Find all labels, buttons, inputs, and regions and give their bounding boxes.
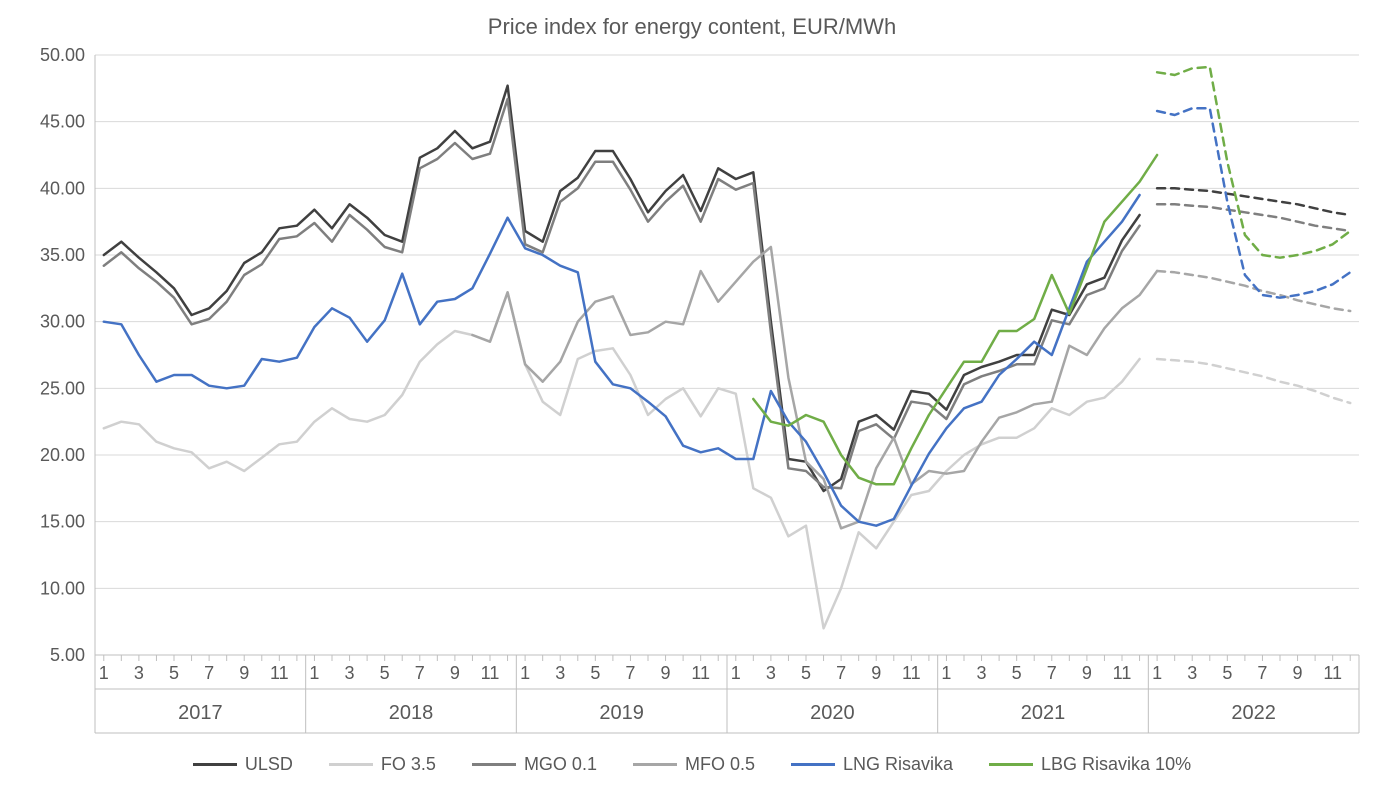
legend-swatch	[791, 763, 835, 766]
x-month-label: 11	[1323, 663, 1342, 683]
series-line-forecast	[1157, 359, 1350, 403]
legend-swatch	[989, 763, 1033, 766]
x-month-label: 5	[169, 663, 179, 683]
x-year-label: 2018	[389, 702, 434, 724]
x-month-label: 11	[1113, 663, 1132, 683]
legend-swatch	[472, 763, 516, 766]
x-month-label: 7	[625, 663, 635, 683]
x-month-label: 9	[239, 663, 249, 683]
x-year-label: 2021	[1021, 702, 1066, 724]
x-month-label: 5	[801, 663, 811, 683]
chart-title: Price index for energy content, EUR/MWh	[0, 0, 1384, 40]
x-month-label: 1	[309, 663, 319, 683]
x-month-label: 11	[691, 663, 710, 683]
x-month-label: 5	[590, 663, 600, 683]
legend-item: LNG Risavika	[791, 754, 953, 775]
x-month-label: 9	[1082, 663, 1092, 683]
series-line-forecast	[1157, 67, 1350, 258]
legend-label: MGO 0.1	[524, 754, 597, 775]
chart-svg: 5.00 10.00 15.00 20.00 25.00 30.00 35.00 40.00 4…	[0, 40, 1384, 750]
legend-label: LNG Risavika	[843, 754, 953, 775]
legend: ULSD FO 3.5 MGO 0.1 MFO 0.5 LNG Risavika LBG …	[0, 754, 1384, 775]
series-line	[104, 292, 1140, 628]
x-month-label: 7	[204, 663, 214, 683]
x-month-label: 1	[731, 663, 741, 683]
legend-item: MFO 0.5	[633, 754, 755, 775]
legend-label: ULSD	[245, 754, 293, 775]
x-month-label: 7	[415, 663, 425, 683]
series-line-forecast	[1157, 108, 1350, 297]
x-month-label: 1	[520, 663, 530, 683]
y-tick-label: 40.00	[40, 178, 85, 198]
x-month-label: 3	[977, 663, 987, 683]
x-month-label: 9	[661, 663, 671, 683]
y-tick-label: 25.00	[40, 378, 85, 398]
legend-swatch	[633, 763, 677, 766]
x-month-label: 7	[1047, 663, 1057, 683]
legend-swatch	[329, 763, 373, 766]
chart-container: Price index for energy content, EUR/MWh …	[0, 0, 1384, 804]
x-month-label: 5	[380, 663, 390, 683]
x-month-label: 7	[1257, 663, 1267, 683]
y-tick-label: 45.00	[40, 112, 85, 132]
legend-label: MFO 0.5	[685, 754, 755, 775]
x-month-label: 1	[1152, 663, 1162, 683]
series-line	[472, 247, 1157, 528]
x-month-label: 9	[1293, 663, 1303, 683]
x-month-label: 3	[134, 663, 144, 683]
series-line-forecast	[1157, 271, 1350, 311]
x-year-label: 2020	[810, 702, 855, 724]
x-month-label: 11	[270, 663, 289, 683]
y-tick-label: 30.00	[40, 312, 85, 332]
series-line-forecast	[1157, 204, 1350, 231]
legend-item: FO 3.5	[329, 754, 436, 775]
x-year-label: 2017	[178, 702, 223, 724]
x-year-label: 2019	[599, 702, 644, 724]
x-month-label: 1	[99, 663, 109, 683]
legend-swatch	[193, 763, 237, 766]
x-month-label: 9	[450, 663, 460, 683]
x-month-label: 1	[941, 663, 951, 683]
x-month-label: 11	[902, 663, 921, 683]
y-tick-label: 15.00	[40, 512, 85, 532]
legend-label: LBG Risavika 10%	[1041, 754, 1191, 775]
series-line	[104, 99, 1140, 488]
x-month-label: 9	[871, 663, 881, 683]
x-month-label: 3	[1187, 663, 1197, 683]
x-month-label: 3	[555, 663, 565, 683]
x-month-label: 3	[345, 663, 355, 683]
y-tick-label: 10.00	[40, 578, 85, 598]
x-month-label: 3	[766, 663, 776, 683]
y-tick-label: 20.00	[40, 445, 85, 465]
legend-item: ULSD	[193, 754, 293, 775]
x-year-label: 2022	[1231, 702, 1276, 724]
legend-item: LBG Risavika 10%	[989, 754, 1191, 775]
series-line	[104, 86, 1140, 491]
series-line	[753, 155, 1157, 484]
legend-item: MGO 0.1	[472, 754, 597, 775]
x-month-label: 11	[481, 663, 500, 683]
x-month-label: 5	[1012, 663, 1022, 683]
y-tick-label: 50.00	[40, 45, 85, 65]
series-line-forecast	[1157, 188, 1350, 215]
legend-label: FO 3.5	[381, 754, 436, 775]
y-tick-label: 5.00	[50, 645, 85, 665]
x-month-label: 7	[836, 663, 846, 683]
x-month-label: 5	[1222, 663, 1232, 683]
y-tick-label: 35.00	[40, 245, 85, 265]
